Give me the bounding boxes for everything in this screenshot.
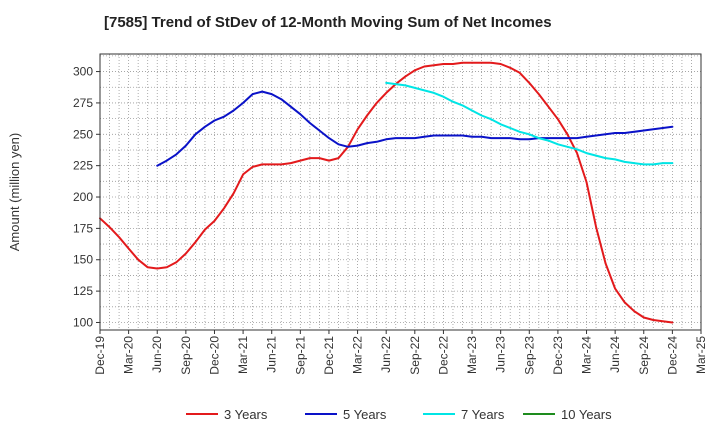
y-tick-label: 125 [73, 284, 93, 298]
x-tick-label: Jun-22 [379, 336, 393, 373]
x-tick-label: Dec-20 [207, 336, 221, 375]
x-tick-label: Sep-23 [522, 336, 536, 375]
x-tick-label: Jun-23 [494, 336, 508, 373]
x-tick-label: Mar-22 [351, 336, 365, 374]
x-tick-label: Dec-24 [665, 336, 679, 375]
x-tick-label: Dec-21 [322, 336, 336, 375]
legend-label-5-years: 5 Years [343, 407, 387, 422]
x-tick-label: Jun-20 [150, 336, 164, 373]
y-axis-title: Amount (million yen) [7, 133, 22, 252]
series-layer [99, 61, 674, 324]
x-tick-label: Sep-24 [637, 336, 651, 375]
x-tick-label: Dec-22 [436, 336, 450, 375]
y-tick-label: 200 [73, 190, 93, 204]
y-tick-label: 100 [73, 315, 93, 329]
x-tick-label: Mar-25 [694, 336, 708, 374]
series-line-3-years [99, 61, 674, 324]
y-tick-label: 275 [73, 96, 93, 110]
y-tick-label: 300 [73, 65, 93, 79]
x-tick-label: Sep-22 [408, 336, 422, 375]
x-tick-label: Jun-21 [265, 336, 279, 373]
series-line-5-years [156, 90, 674, 167]
y-axis-ticks: 100 125 150 175 200 225 250 275 300 [73, 65, 100, 329]
x-tick-label: Mar-24 [580, 336, 594, 374]
x-tick-label: Dec-23 [551, 336, 565, 375]
y-tick-label: 250 [73, 127, 93, 141]
x-tick-label: Mar-20 [122, 336, 136, 374]
x-axis-ticks: Dec-19 Mar-20 Jun-20 Sep-20 Dec-20 Mar-21 Jun-… [93, 330, 708, 375]
x-tick-label: Jun-24 [608, 336, 622, 373]
y-tick-label: 150 [73, 253, 93, 267]
legend: 3 Years 5 Years 7 Years 10 Years [186, 407, 612, 422]
legend-label-3-years: 3 Years [224, 407, 268, 422]
x-tick-label: Sep-20 [179, 336, 193, 375]
grid-layer [99, 54, 702, 330]
x-tick-label: Mar-23 [465, 336, 479, 374]
x-tick-label: Dec-19 [93, 336, 107, 375]
x-tick-label: Sep-21 [293, 336, 307, 375]
legend-label-10-years: 10 Years [561, 407, 612, 422]
y-tick-label: 175 [73, 221, 93, 235]
chart-title: [7585] Trend of StDev of 12-Month Moving… [104, 14, 552, 31]
series-line-7-years [385, 81, 674, 166]
x-tick-label: Mar-21 [236, 336, 250, 374]
plot-frame [99, 53, 702, 331]
y-tick-label: 225 [73, 159, 93, 173]
legend-label-7-years: 7 Years [461, 407, 505, 422]
